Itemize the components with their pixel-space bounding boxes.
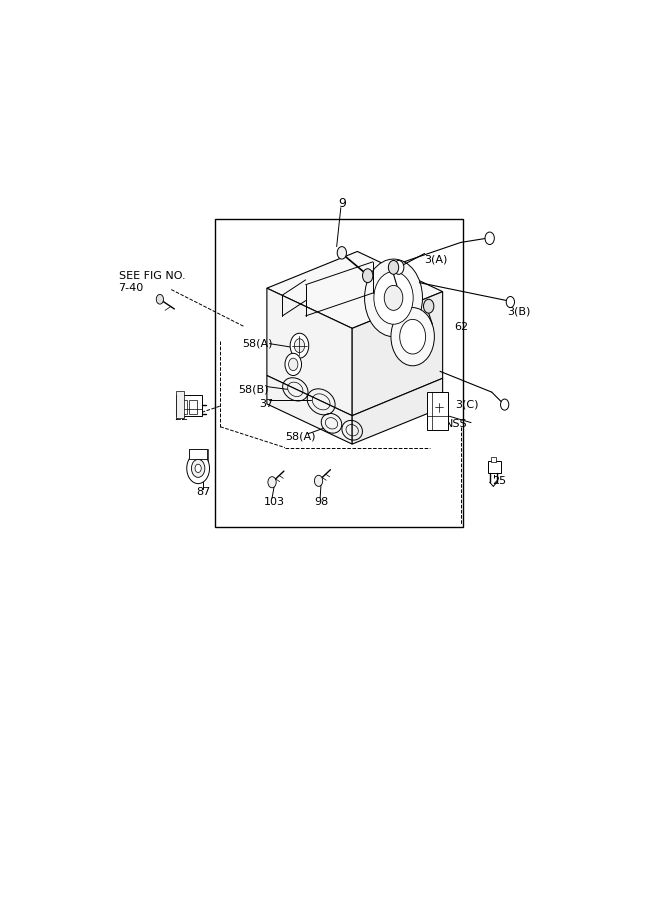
Circle shape (388, 260, 399, 274)
Circle shape (195, 464, 201, 473)
Text: 22: 22 (174, 412, 188, 422)
Circle shape (374, 272, 413, 324)
Bar (491, 456, 496, 462)
Bar (176, 395, 202, 416)
Circle shape (294, 338, 305, 353)
Bar (179, 400, 187, 414)
Circle shape (365, 259, 422, 337)
Circle shape (338, 247, 346, 259)
Text: 58(A): 58(A) (285, 431, 315, 442)
Text: 9: 9 (338, 197, 346, 210)
Circle shape (156, 294, 163, 304)
Text: 3(B): 3(B) (508, 307, 531, 317)
Circle shape (363, 269, 373, 283)
Circle shape (289, 358, 298, 371)
Text: 25: 25 (492, 476, 506, 486)
Circle shape (500, 399, 509, 410)
Text: 3(A): 3(A) (425, 254, 448, 264)
Circle shape (314, 475, 323, 486)
Bar (488, 461, 500, 473)
Text: 103: 103 (264, 497, 285, 507)
Text: 58(B): 58(B) (239, 384, 269, 394)
Circle shape (506, 296, 514, 308)
Bar (176, 391, 184, 419)
Bar (189, 400, 197, 414)
Circle shape (384, 285, 403, 310)
Polygon shape (352, 292, 443, 416)
Circle shape (285, 354, 301, 375)
Text: SEE FIG NO.: SEE FIG NO. (119, 271, 185, 281)
Circle shape (391, 308, 434, 365)
Text: 62: 62 (454, 322, 469, 332)
Text: 7-40: 7-40 (119, 284, 144, 293)
Polygon shape (352, 378, 443, 444)
Circle shape (394, 260, 404, 274)
Circle shape (191, 459, 205, 477)
Polygon shape (267, 288, 352, 416)
Text: 98: 98 (314, 497, 328, 507)
Polygon shape (267, 251, 443, 328)
Text: NSS: NSS (446, 419, 468, 429)
Polygon shape (267, 375, 352, 444)
Bar (189, 449, 208, 462)
Text: 87: 87 (196, 487, 210, 497)
Circle shape (290, 333, 309, 358)
Circle shape (187, 453, 209, 483)
Text: 58(A): 58(A) (243, 338, 273, 348)
Circle shape (400, 320, 426, 354)
Bar (215, 219, 464, 527)
Text: 62: 62 (388, 261, 402, 271)
Circle shape (268, 477, 276, 488)
Bar (427, 392, 448, 430)
Text: 3(C): 3(C) (456, 400, 479, 410)
Circle shape (424, 300, 434, 313)
Circle shape (485, 232, 494, 245)
Text: 37: 37 (259, 399, 273, 409)
Bar (189, 449, 207, 459)
